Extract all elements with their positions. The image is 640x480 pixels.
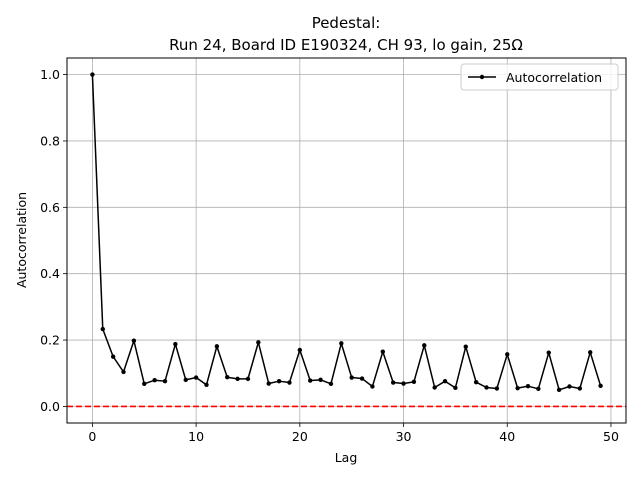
axis-ticks: 0 10 20 30 40 50 0.0 0.2 0.4 0.6 0.8 1.0 <box>40 67 619 444</box>
chart-title-line-2: Run 24, Board ID E190324, CH 93, lo gain… <box>169 36 523 54</box>
y-tick-label: 0.8 <box>40 133 60 148</box>
data-point <box>453 385 458 391</box>
data-point <box>494 386 500 391</box>
data-point <box>401 381 406 386</box>
data-point <box>577 386 583 391</box>
data-point <box>162 378 168 384</box>
data-point <box>173 341 178 347</box>
data-point <box>390 380 396 385</box>
data-point <box>90 72 95 77</box>
data-point <box>256 340 261 345</box>
data-point <box>297 347 303 353</box>
data-point <box>142 381 147 387</box>
data-point <box>588 350 593 355</box>
x-tick-label: 10 <box>188 429 204 444</box>
data-point <box>276 378 282 384</box>
data-point <box>214 344 220 349</box>
y-tick-label: 0.4 <box>40 266 60 281</box>
data-point <box>183 377 188 383</box>
y-tick-label: 0.2 <box>40 333 60 348</box>
data-point <box>152 377 157 383</box>
x-tick-label: 30 <box>396 429 412 444</box>
data-point <box>318 377 323 383</box>
legend-box <box>460 63 619 91</box>
x-tick-label: 50 <box>603 429 619 444</box>
plot-frame <box>66 57 627 424</box>
x-tick-label: 0 <box>88 429 96 444</box>
chart-title-line-1: Pedestal: <box>312 14 381 32</box>
series-group <box>90 72 603 393</box>
data-point <box>442 378 448 384</box>
data-point <box>339 341 344 346</box>
data-point <box>100 326 105 332</box>
x-tick-label: 20 <box>292 429 308 444</box>
series-line <box>91 74 602 391</box>
y-axis-label: Autocorrelation <box>14 192 29 288</box>
data-point <box>225 375 230 380</box>
y-tick-label: 0.0 <box>40 399 60 414</box>
data-point <box>110 354 116 359</box>
data-point <box>411 379 417 385</box>
legend-label: Autocorrelation <box>506 70 602 85</box>
data-point <box>473 379 479 385</box>
data-point <box>266 381 271 386</box>
data-point <box>245 376 251 382</box>
data-point <box>308 378 313 383</box>
data-point <box>567 384 572 389</box>
data-point <box>515 385 520 391</box>
legend-marker-sample <box>479 74 485 80</box>
data-point <box>121 369 126 375</box>
data-point <box>536 386 541 392</box>
x-axis-label: Lag <box>335 450 358 465</box>
data-point <box>131 338 137 343</box>
data-point <box>546 350 551 355</box>
data-point <box>422 343 427 348</box>
data-point <box>359 376 365 381</box>
data-point <box>204 382 209 388</box>
y-tick-label: 1.0 <box>40 67 60 82</box>
data-point <box>193 375 199 380</box>
grid-lines <box>67 58 626 423</box>
data-point <box>287 380 292 385</box>
data-point <box>370 384 375 389</box>
legend: Autocorrelation <box>460 63 619 91</box>
data-point <box>380 349 385 354</box>
x-tick-label: 40 <box>499 429 515 444</box>
data-point <box>505 352 510 357</box>
data-point <box>598 383 603 389</box>
data-point <box>349 375 354 380</box>
data-point <box>328 381 334 387</box>
data-point <box>235 376 240 382</box>
data-point <box>484 385 489 390</box>
data-point <box>525 383 531 389</box>
data-point <box>463 344 468 349</box>
data-point <box>556 387 562 393</box>
y-tick-label: 0.6 <box>40 200 60 215</box>
data-point <box>432 385 437 390</box>
